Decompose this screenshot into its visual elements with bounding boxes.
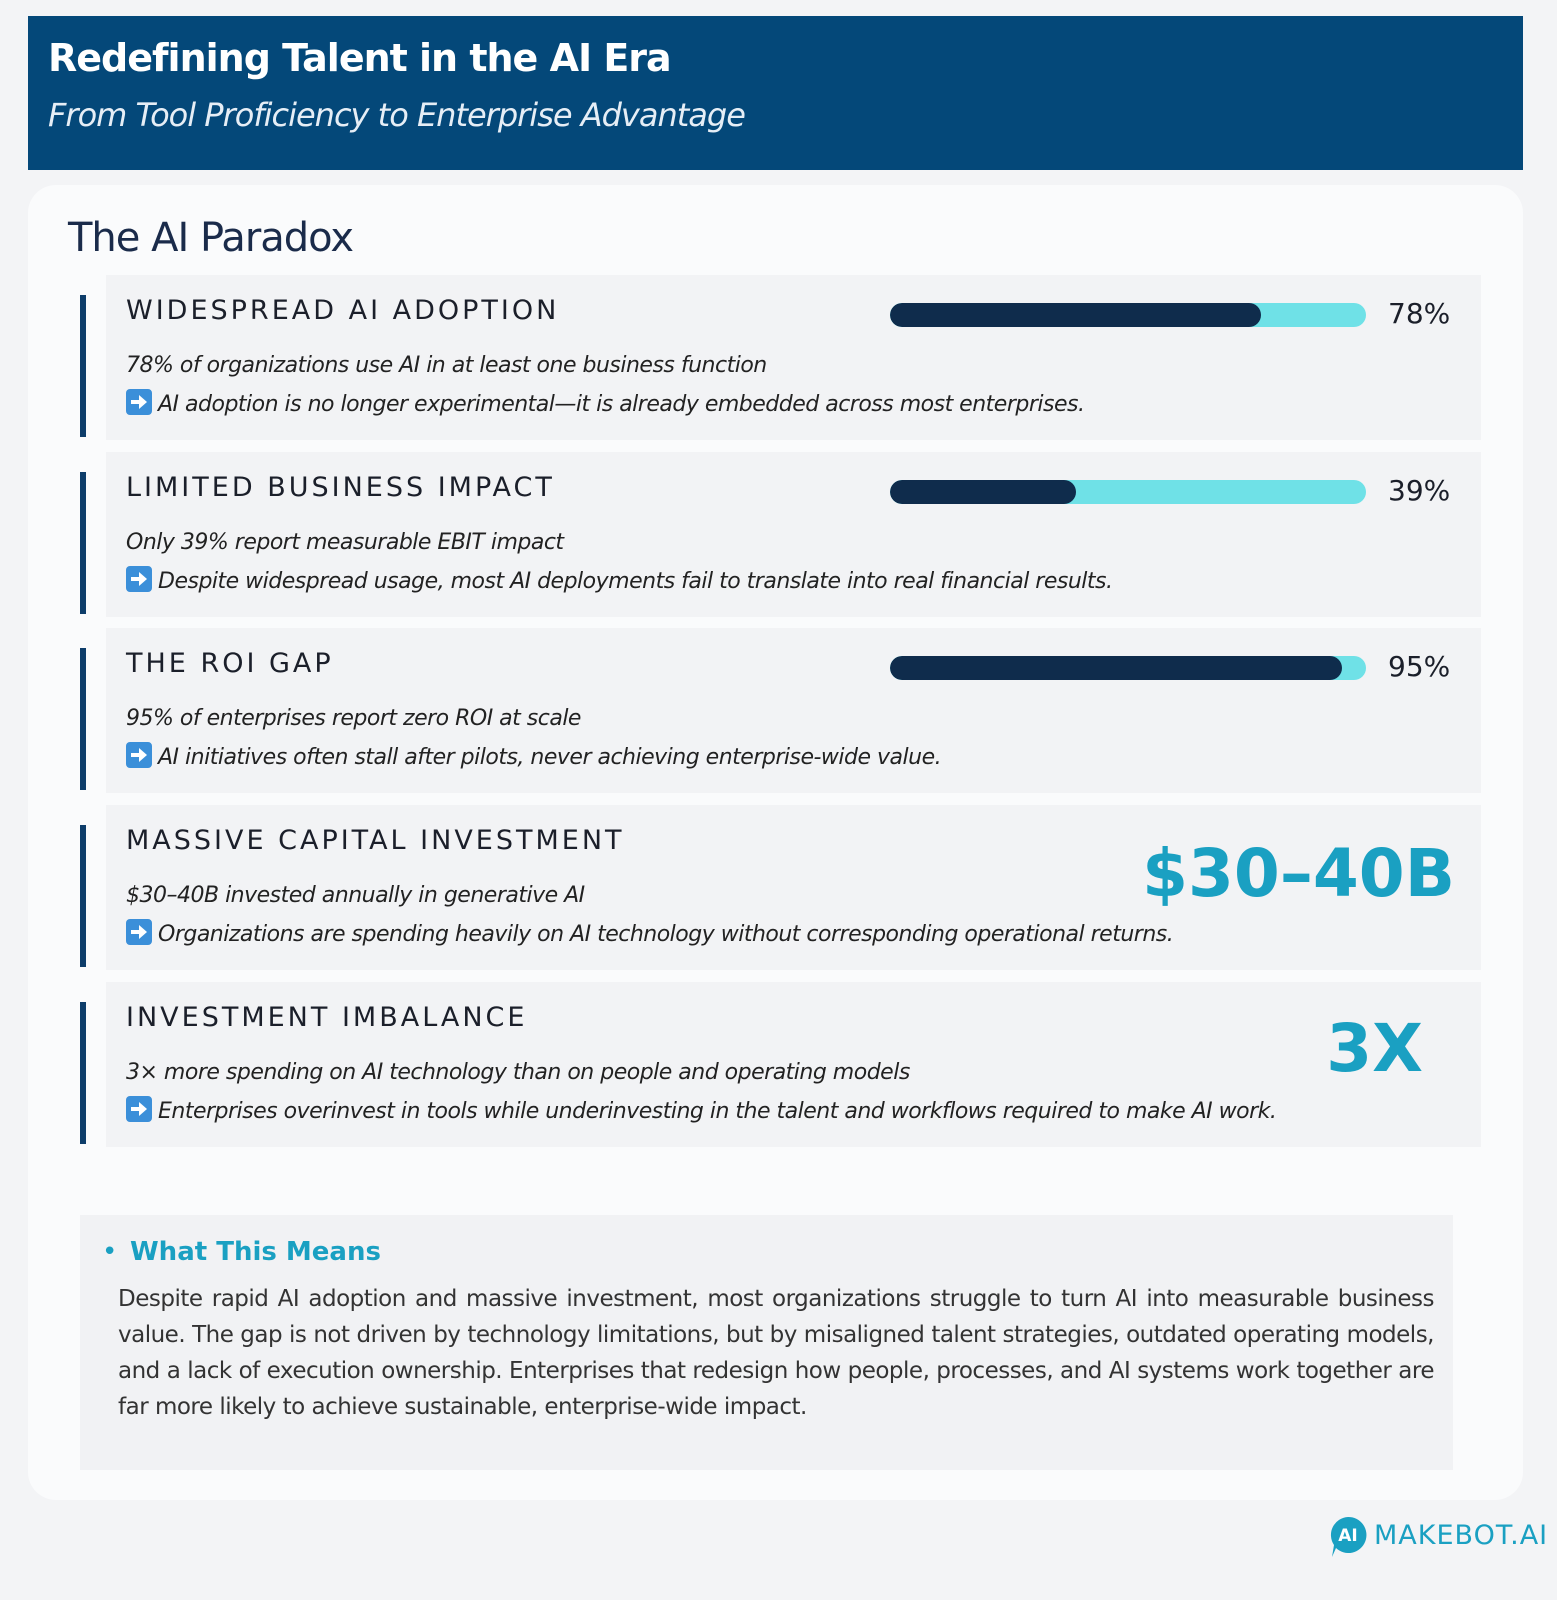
accent-bar — [80, 295, 86, 437]
item-title: THE ROI GAP — [126, 648, 334, 679]
bar-fill — [890, 303, 1262, 327]
accent-bar — [80, 1002, 86, 1144]
stat-item: WIDESPREAD AI ADOPTION 78% of organizatio… — [80, 275, 1481, 440]
arrow-icon — [126, 742, 152, 768]
arrow — [126, 742, 152, 774]
summary-text: Despite rapid AI adoption and massive in… — [118, 1286, 1435, 1420]
item-note-text: Despite widespread usage, most AI deploy… — [158, 569, 1113, 594]
section-title: The AI Paradox — [68, 215, 354, 261]
value-label: 78% — [1388, 297, 1451, 330]
item-title: INVESTMENT IMBALANCE — [126, 1002, 528, 1033]
summary-box: • What This Means Despite rapid AI adopt… — [80, 1215, 1453, 1470]
accent-bar — [80, 825, 86, 967]
card: The AI Paradox WIDESPREAD AI ADOPTION 78%… — [28, 185, 1523, 1500]
arrow-icon — [126, 1096, 152, 1122]
header: Redefining Talent in the AI Era From Too… — [28, 16, 1523, 170]
item-description: 3× more spending on AI technology than o… — [126, 1060, 910, 1085]
item-title: LIMITED BUSINESS IMPACT — [126, 472, 555, 503]
logo-mark: AI — [1338, 1526, 1357, 1546]
item-note-text: AI adoption is no longer experimental—it… — [158, 392, 1085, 417]
item-note: Organizations are spending heavily on AI… — [126, 919, 1174, 951]
item-description: Only 39% report measurable EBIT impact — [126, 530, 564, 555]
arrow — [126, 919, 152, 951]
item-title: WIDESPREAD AI ADOPTION — [126, 295, 560, 326]
header-subtitle: From Tool Proficiency to Enterprise Adva… — [48, 96, 746, 134]
item-note-text: Enterprises overinvest in tools while un… — [158, 1099, 1277, 1124]
arrow — [126, 1096, 152, 1128]
item-description: 95% of enterprises report zero ROI at sc… — [126, 706, 581, 731]
stat-item: MASSIVE CAPITAL INVESTMENT $30–40B invest… — [80, 805, 1481, 970]
arrow — [126, 566, 152, 598]
bar-track — [890, 480, 1366, 504]
arrow — [126, 389, 152, 421]
item-note: AI initiatives often stall after pilots,… — [126, 742, 942, 774]
item-note-text: AI initiatives often stall after pilots,… — [158, 745, 942, 770]
bar-fill — [890, 480, 1076, 504]
bar-fill — [890, 656, 1343, 680]
bar-track — [890, 656, 1366, 680]
arrow-icon — [126, 919, 152, 945]
arrow-icon — [126, 389, 152, 415]
item-note: Despite widespread usage, most AI deploy… — [126, 566, 1113, 598]
item-title: MASSIVE CAPITAL INVESTMENT — [126, 825, 625, 856]
logo-icon: AI — [1330, 1516, 1367, 1557]
item-note: Enterprises overinvest in tools while un… — [126, 1096, 1277, 1128]
value-label: 95% — [1388, 650, 1451, 683]
header-title: Redefining Talent in the AI Era — [48, 36, 672, 80]
arrow-icon — [126, 566, 152, 592]
summary-title: What This Means — [130, 1237, 381, 1267]
accent-bar — [80, 648, 86, 790]
item-description: $30–40B invested annually in generative … — [126, 883, 585, 908]
item-note: AI adoption is no longer experimental—it… — [126, 389, 1085, 421]
brand: MAKEBOT.AI — [1374, 1520, 1549, 1551]
item-note-text: Organizations are spending heavily on AI… — [158, 922, 1174, 947]
stat-item: THE ROI GAP 95% of enterprises report zer… — [80, 628, 1481, 793]
bar-track — [890, 303, 1366, 327]
item-description: 78% of organizations use AI in at least … — [126, 353, 767, 378]
stat-item: INVESTMENT IMBALANCE 3× more spending on … — [80, 982, 1481, 1147]
value-label: 39% — [1388, 474, 1451, 507]
bullet: • — [102, 1237, 118, 1267]
highlight-stat: $30–40B — [1142, 835, 1455, 912]
highlight-stat: 3X — [1326, 1010, 1423, 1087]
stat-item: LIMITED BUSINESS IMPACT Only 39% report m… — [80, 452, 1481, 617]
accent-bar — [80, 472, 86, 614]
